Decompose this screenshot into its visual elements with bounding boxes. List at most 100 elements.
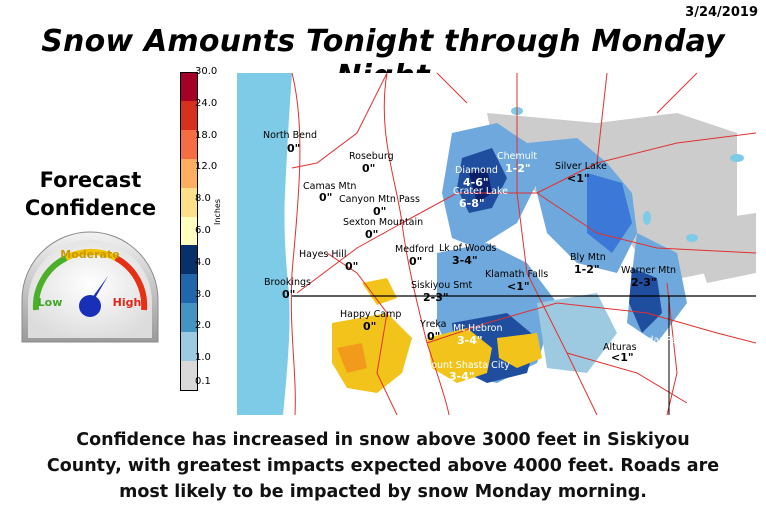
colorbar-tick-label: 12.0	[195, 161, 218, 173]
road-network	[290, 72, 757, 416]
gauge-high-label: High	[113, 296, 142, 309]
gauge-low-label: Low	[38, 296, 63, 309]
colorbar-segment	[180, 72, 198, 102]
colorbar-segment	[180, 332, 198, 362]
caption-line3: most likely to be impacted by snow Monda…	[119, 482, 647, 502]
amount-lk-of-woods: 3-4"	[452, 254, 478, 267]
amount-medford: 0"	[409, 255, 423, 268]
snow-area-yellow	[497, 333, 542, 368]
snow-area-blue	[537, 293, 617, 373]
label-yreka: Yreka	[420, 319, 447, 330]
label-diamond: Diamond	[455, 165, 498, 176]
colorbar-tick-label: 2.0	[195, 320, 211, 332]
label-crater-lake: Crater Lake	[453, 186, 508, 197]
gauge-hub	[79, 295, 101, 317]
confidence-title: Forecast Confidence	[8, 166, 173, 222]
colorbar-unit-label: Inches	[213, 199, 222, 225]
colorbar-segment	[180, 100, 198, 130]
colorbar-tick-label: 18.0	[195, 129, 218, 141]
label-mount-shasta-city: Mount Shasta City	[423, 360, 510, 371]
amount-canyon-mtn-pass: 0"	[373, 205, 387, 218]
colorbar-tick-label: 1.0	[195, 352, 211, 364]
amount-warner-mtn: 2-3"	[631, 276, 657, 289]
gauge-high-arc	[114, 255, 148, 311]
amount-cedar-pass: 3-4"	[635, 345, 661, 358]
confidence-title-line2: Confidence	[24, 196, 157, 220]
lake	[730, 154, 744, 162]
amount-roseburg: 0"	[362, 162, 376, 175]
label-warner-mtn: Warner Mtn	[621, 265, 677, 276]
gauge-low-arc	[32, 255, 68, 311]
amount-siskiyou-smt: 2-3"	[423, 291, 449, 304]
colorbar-segment	[180, 158, 198, 188]
colorbar-tick-label: 30.0	[195, 66, 218, 77]
amount-happy-camp: 0"	[363, 320, 377, 333]
lake	[643, 211, 651, 225]
amount-brookings: 0"	[282, 288, 296, 301]
label-sexton-mountain: Sexton Mountain	[343, 217, 424, 228]
snow-area-yellow	[332, 313, 412, 393]
label-alturas: Alturas	[603, 342, 637, 353]
label-roseburg: Roseburg	[349, 151, 394, 162]
snow-area-yellow	[362, 278, 397, 305]
amount-mt-hebron: 3-4"	[457, 334, 483, 347]
colorbar-tick-label: 0.1	[195, 376, 211, 387]
amount-chemult: 1-2"	[505, 162, 531, 175]
label-bly-mtn: Bly Mtn	[570, 252, 606, 263]
label-chemult: Chemult	[497, 151, 538, 162]
label-mt-hebron: Mt Hebron	[453, 323, 503, 334]
label-camas-mtn: Camas Mtn	[303, 181, 357, 192]
label-klamath-falls: Klamath Falls	[485, 269, 549, 280]
map-canvas	[237, 72, 757, 416]
label-happy-camp: Happy Camp	[340, 309, 402, 320]
pacific-ocean	[237, 73, 292, 415]
amount-camas-mtn: 0"	[319, 191, 333, 204]
colorbar-tick-label: 8.0	[195, 193, 211, 205]
colorbar-tick-label: 4.0	[195, 256, 211, 268]
gauge-mid-arc	[64, 248, 118, 261]
label-cedar-pass: Cedar Pass	[635, 335, 688, 346]
confidence-gauge: Moderate Low High	[21, 231, 159, 343]
label-medford: Medford	[395, 244, 434, 255]
snow-area-yellow	[337, 343, 367, 373]
label-siskiyou-smt: Siskiyou Smt	[411, 280, 473, 291]
colorbar-segment	[180, 361, 198, 391]
amount-diamond: 4-6"	[463, 176, 489, 189]
colorbar-tick-label: 3.0	[195, 288, 211, 300]
label-lk-of-woods: Lk of Woods	[439, 243, 497, 254]
colorbar-tick-label: 6.0	[195, 225, 211, 236]
caption-line2: County, with greatest impacts expected a…	[46, 456, 720, 476]
colorbar-segment	[180, 187, 198, 217]
colorbar-segment	[180, 274, 198, 304]
confidence-title-line1: Forecast	[39, 168, 142, 192]
colorbar-tick-label: 24.0	[195, 97, 218, 109]
snow-colorbar	[180, 72, 200, 391]
caption-line1: Confidence has increased in snow above 3…	[76, 430, 690, 450]
colorbar-segment	[180, 129, 198, 159]
snow-area-yellow	[427, 328, 492, 383]
amount-mount-shasta-city: 3-4"	[449, 370, 475, 383]
label-north-bend: North Bend	[263, 130, 318, 141]
label-hayes-hill: Hayes Hill	[299, 249, 347, 260]
amount-alturas: <1"	[611, 351, 634, 364]
forecast-caption: Confidence has increased in snow above 3…	[20, 427, 746, 505]
colorbar-segment	[180, 303, 198, 333]
snow-map: North Bend 0" Roseburg 0" Camas Mtn 0" C…	[237, 72, 757, 416]
amount-crater-lake: 6-8"	[459, 197, 485, 210]
issue-date: 3/24/2019	[685, 5, 758, 20]
label-canyon-mtn-pass: Canyon Mtn Pass	[339, 194, 420, 205]
snow-area-blue	[469, 168, 492, 203]
amount-silver-lake: <1"	[567, 172, 590, 185]
colorbar-segment	[180, 216, 198, 246]
lake	[686, 234, 698, 242]
amount-yreka: 0"	[427, 330, 441, 343]
amount-klamath-falls: <1"	[507, 280, 530, 293]
gauge-level-label: Moderate	[60, 248, 119, 261]
amount-hayes-hill: 0"	[345, 260, 359, 273]
label-silver-lake: Silver Lake	[555, 161, 607, 172]
amount-north-bend: 0"	[287, 142, 301, 155]
label-brookings: Brookings	[264, 277, 311, 288]
colorbar-segment	[180, 245, 198, 275]
snow-area-blue	[629, 268, 662, 333]
amount-bly-mtn: 1-2"	[574, 263, 600, 276]
